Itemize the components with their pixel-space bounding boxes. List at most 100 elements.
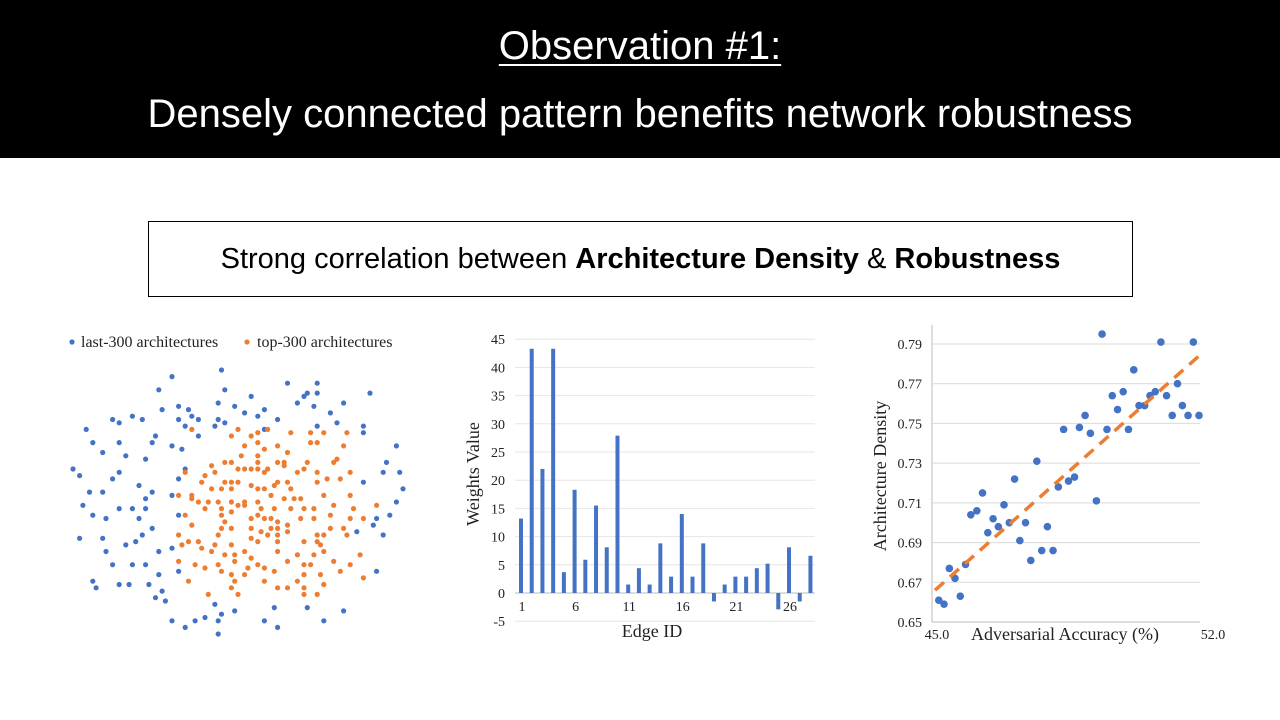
last-300-point bbox=[86, 489, 93, 495]
top-300-point bbox=[209, 486, 215, 492]
top-300-point bbox=[222, 519, 228, 525]
top-300-point bbox=[189, 496, 195, 502]
sc-point bbox=[1021, 518, 1030, 527]
sc-point bbox=[1124, 425, 1133, 434]
bar-edge-15 bbox=[669, 576, 674, 593]
sc-point bbox=[978, 489, 987, 497]
last-300-point bbox=[367, 390, 373, 396]
top-300-point bbox=[235, 591, 241, 598]
last-300-point bbox=[176, 416, 182, 423]
top-300-point bbox=[301, 466, 307, 472]
last-300-point bbox=[90, 578, 96, 584]
bar-edge-27 bbox=[797, 593, 802, 602]
bar-x-tick-label: 1 bbox=[519, 600, 526, 615]
callout-middle: & bbox=[858, 242, 895, 275]
top-300-point bbox=[281, 496, 287, 502]
bar-y-tick-label: 15 bbox=[491, 502, 505, 517]
top-300-point bbox=[265, 466, 271, 472]
top-300-point bbox=[242, 572, 248, 578]
last-300-point bbox=[169, 374, 175, 380]
top-300-point bbox=[255, 440, 261, 446]
slide-subtitle: Densely connected pattern benefits netwo… bbox=[147, 92, 1133, 136]
top-300-point bbox=[182, 512, 188, 518]
top-300-point bbox=[317, 572, 324, 578]
top-300-point bbox=[255, 499, 261, 505]
top-300-point bbox=[199, 479, 205, 485]
top-300-point bbox=[284, 529, 291, 535]
top-300-point bbox=[195, 539, 201, 545]
last-300-point bbox=[179, 446, 185, 452]
last-300-point bbox=[156, 548, 162, 555]
top-300-point bbox=[238, 453, 244, 459]
top-300-point bbox=[271, 506, 277, 512]
top-300-point bbox=[202, 506, 208, 512]
top-300-point bbox=[301, 572, 307, 578]
last-300-point bbox=[116, 506, 122, 512]
last-300-point bbox=[126, 581, 132, 588]
last-300-point bbox=[192, 618, 198, 624]
last-300-point bbox=[387, 512, 393, 518]
top-300-point bbox=[209, 548, 215, 555]
sc-point bbox=[1151, 387, 1160, 396]
top-300-point bbox=[327, 512, 333, 518]
top-300-point bbox=[344, 532, 350, 538]
embedding-scatter-chart: last-300 architectures top-300 architect… bbox=[69, 334, 406, 637]
top-300-point bbox=[255, 453, 261, 459]
sc-x-tick-max: 52.0 bbox=[1201, 628, 1226, 643]
sc-point bbox=[1113, 405, 1122, 414]
last-300-point bbox=[255, 413, 261, 419]
last-300-point bbox=[176, 403, 182, 409]
top-300-point bbox=[284, 479, 291, 485]
top-300-point bbox=[255, 430, 261, 436]
sc-point bbox=[1173, 379, 1182, 388]
sc-point bbox=[1129, 366, 1138, 374]
last-300-point bbox=[129, 413, 135, 419]
top-300-point bbox=[288, 506, 294, 512]
top-300-point bbox=[245, 565, 251, 571]
last-300-point bbox=[129, 562, 135, 568]
top-300-point bbox=[374, 502, 380, 508]
top-300-point bbox=[209, 463, 215, 469]
last-300-point bbox=[176, 568, 182, 574]
top-300-point bbox=[228, 486, 234, 492]
top-300-point bbox=[261, 515, 267, 522]
top-300-point bbox=[248, 515, 254, 522]
sc-y-tick-label: 0.71 bbox=[898, 497, 923, 512]
top-300-point bbox=[182, 469, 188, 475]
bar-edge-6 bbox=[572, 489, 577, 593]
sc-point bbox=[973, 507, 981, 515]
last-300-point bbox=[176, 476, 182, 482]
top-300-point bbox=[275, 532, 281, 538]
last-300-point bbox=[149, 525, 155, 532]
top-300-point bbox=[261, 469, 267, 475]
top-300-point bbox=[202, 565, 208, 571]
top-300-point bbox=[218, 506, 225, 512]
sc-point bbox=[1075, 423, 1084, 432]
last-300-point bbox=[380, 469, 386, 475]
top-300-point bbox=[268, 492, 274, 498]
top-300-point bbox=[314, 539, 320, 545]
last-300-point bbox=[100, 449, 106, 456]
bar-y-tick-label: 45 bbox=[491, 333, 505, 348]
last-300-point bbox=[116, 440, 122, 446]
last-300-point bbox=[139, 416, 145, 423]
last-300-point bbox=[123, 453, 129, 459]
sc-point bbox=[1059, 425, 1068, 434]
top-300-point bbox=[228, 585, 234, 591]
sc-point bbox=[1043, 522, 1052, 531]
last-300-point bbox=[129, 506, 135, 512]
top-300-point bbox=[331, 502, 337, 508]
last-300-point bbox=[275, 624, 281, 631]
top-300-point bbox=[314, 469, 320, 475]
top-300-point bbox=[176, 492, 182, 498]
last-300-point bbox=[400, 486, 406, 492]
last-300-point bbox=[100, 535, 106, 541]
bar-edge-16 bbox=[679, 514, 684, 593]
bar-edge-5 bbox=[561, 572, 566, 593]
top-300-point bbox=[176, 532, 182, 538]
top-300-point bbox=[301, 585, 307, 591]
last-300-point bbox=[139, 532, 145, 538]
last-300-point bbox=[222, 420, 228, 426]
top-300-point bbox=[215, 562, 221, 568]
bar-edge-1 bbox=[519, 518, 523, 593]
